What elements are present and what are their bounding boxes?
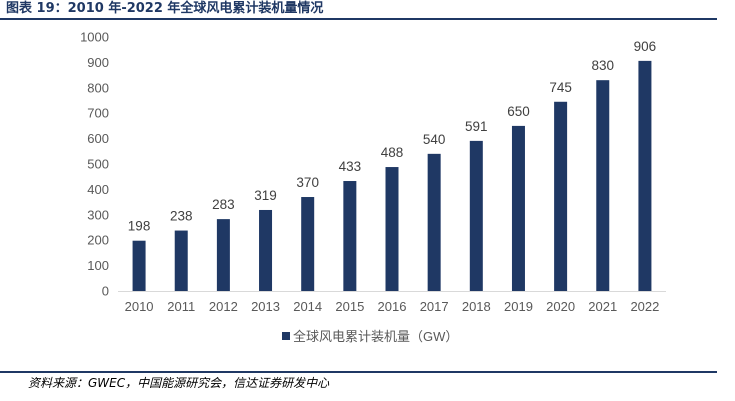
x-tick-label: 2022 <box>630 299 659 314</box>
x-tick-label: 2014 <box>293 299 322 314</box>
bar <box>511 125 525 292</box>
bar <box>427 153 441 291</box>
data-label: 488 <box>381 145 404 160</box>
x-tick-label: 2017 <box>420 299 449 314</box>
y-tick-label: 700 <box>87 106 109 121</box>
legend-swatch <box>282 332 290 340</box>
y-tick-label: 600 <box>87 131 109 146</box>
x-tick-label: 2020 <box>546 299 575 314</box>
y-tick-label: 400 <box>87 182 109 197</box>
data-label: 591 <box>465 119 488 134</box>
data-label: 650 <box>507 104 530 119</box>
y-tick-label: 0 <box>102 284 109 299</box>
x-axis: 2010 2011 2012 2013 2014 2015 2016 2017 2018 2019… <box>125 299 660 314</box>
data-label: 198 <box>128 219 151 234</box>
data-label: 283 <box>212 197 235 212</box>
x-tick-label: 2019 <box>504 299 533 314</box>
data-label: 238 <box>170 209 193 224</box>
legend-label: 全球风电累计装机量（GW） <box>293 329 458 344</box>
x-tick-label: 2016 <box>378 299 407 314</box>
x-tick-label: 2010 <box>125 299 154 314</box>
bar <box>216 219 230 291</box>
top-rule <box>0 18 717 20</box>
data-label: 433 <box>339 159 362 174</box>
x-tick-label: 2012 <box>209 299 238 314</box>
bar <box>385 167 399 291</box>
y-tick-label: 100 <box>87 258 109 273</box>
data-label: 540 <box>423 132 446 147</box>
y-tick-label: 200 <box>87 233 109 248</box>
x-tick-label: 2015 <box>335 299 364 314</box>
bar <box>343 181 357 291</box>
y-axis: 0 100 200 300 400 500 600 700 800 900 1000 <box>80 30 109 299</box>
data-label: 830 <box>592 58 615 73</box>
legend: 全球风电累计装机量（GW） <box>282 329 458 344</box>
source-note: 资料来源：GWEC，中国能源研究会，信达证券研发中心 <box>28 376 330 390</box>
data-label: 319 <box>254 188 277 203</box>
y-tick-label: 1000 <box>80 30 109 45</box>
figure-title: 图表 19：2010 年-2022 年全球风电累计装机量情况 <box>6 1 324 16</box>
bar <box>301 197 315 291</box>
x-tick-label: 2018 <box>462 299 491 314</box>
y-tick-label: 800 <box>87 80 109 95</box>
y-tick-label: 500 <box>87 157 109 172</box>
x-tick-label: 2021 <box>588 299 617 314</box>
data-label: 906 <box>634 39 657 54</box>
x-tick-label: 2011 <box>167 299 195 314</box>
data-label: 745 <box>549 80 572 95</box>
data-labels: 198 238 283 319 370 433 488 540 591 650 745 830 906 <box>128 39 656 234</box>
bars <box>132 60 652 292</box>
bar <box>596 80 610 292</box>
bottom-rule <box>0 371 717 373</box>
y-tick-label: 300 <box>87 207 109 222</box>
y-tick-label: 900 <box>87 55 109 70</box>
data-label: 370 <box>296 175 319 190</box>
bar <box>638 60 652 291</box>
bar <box>174 230 188 291</box>
bar <box>259 209 273 291</box>
bar <box>132 240 146 291</box>
x-tick-label: 2013 <box>251 299 280 314</box>
bar <box>469 140 483 291</box>
bar <box>554 101 568 292</box>
